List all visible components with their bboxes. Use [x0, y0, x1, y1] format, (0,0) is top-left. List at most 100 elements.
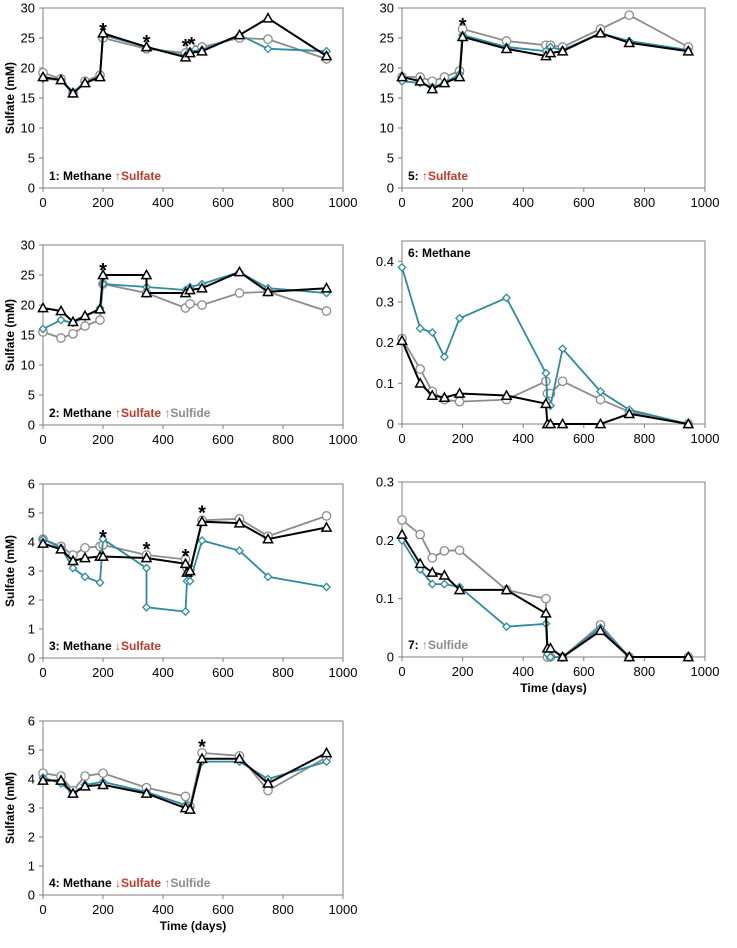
data-point-gray — [80, 542, 90, 553]
data-point-black — [140, 40, 153, 52]
data-point-black — [79, 309, 91, 321]
y-axis-label: Sulfate (mM) — [3, 772, 17, 844]
data-point-black — [438, 391, 451, 402]
y-tick-label: 15 — [21, 328, 35, 343]
data-point-black — [500, 389, 513, 400]
x-tick-label: 1000 — [329, 195, 358, 210]
panel-title-part: ↓Sulfate — [115, 876, 164, 890]
significance-star: * — [99, 20, 107, 42]
x-tick-label: 0 — [398, 431, 405, 446]
significance-star: * — [143, 539, 151, 561]
data-point-black — [682, 650, 695, 662]
data-point-gray — [397, 515, 407, 525]
x-tick-label: 800 — [272, 195, 294, 210]
data-point-black — [426, 389, 439, 400]
y-tick-label: 5 — [28, 506, 35, 521]
x-tick-label: 200 — [92, 902, 114, 917]
data-point-black — [594, 624, 607, 636]
x-tick-label: 400 — [512, 195, 534, 210]
data-point-black — [97, 550, 109, 561]
data-point-gray — [541, 593, 551, 604]
data-point-black — [426, 566, 439, 577]
y-tick-label: 30 — [380, 1, 394, 16]
data-point-black — [544, 417, 557, 429]
data-point-black — [320, 746, 333, 758]
data-point-black — [179, 557, 192, 569]
data-point-gray — [454, 396, 465, 407]
data-point-gray — [80, 321, 90, 331]
y-tick-label: 0.4 — [376, 254, 394, 269]
y-tick-label: 3 — [28, 801, 35, 816]
y-tick-label: 0.3 — [376, 295, 394, 310]
data-point-black — [682, 417, 695, 429]
data-point-teal — [95, 578, 105, 588]
y-tick-label: 5 — [387, 151, 394, 166]
data-point-black — [97, 268, 109, 280]
panel-title-part: 4: Methane — [49, 876, 115, 890]
panel-title-part: ↑Sulfate — [115, 169, 161, 183]
y-tick-label: 2 — [28, 830, 35, 845]
data-point-black — [79, 551, 91, 563]
panel-title-part: 7: — [408, 638, 422, 652]
x-tick-label: 600 — [573, 431, 595, 446]
y-tick-label: 0.1 — [376, 591, 394, 606]
y-tick-label: 0 — [387, 417, 394, 432]
y-tick-label: 1 — [28, 859, 35, 874]
data-point-black — [438, 76, 451, 88]
data-point-black — [556, 45, 569, 56]
data-point-gray — [234, 288, 245, 298]
x-axis-label: Time (days) — [520, 681, 586, 695]
y-tick-label: 10 — [21, 358, 35, 373]
panel-title: 2: Methane ↑Sulfate ↑Sulfide — [49, 406, 211, 420]
data-point-black — [67, 315, 79, 327]
data-point-black — [414, 377, 427, 388]
data-point-teal — [595, 386, 605, 396]
data-point-teal — [56, 315, 66, 325]
x-tick-label: 200 — [92, 432, 114, 447]
x-tick-label: 600 — [573, 664, 595, 679]
series-black — [37, 265, 333, 327]
x-tick-label: 600 — [212, 665, 234, 680]
x-tick-label: 1000 — [691, 664, 720, 679]
x-tick-label: 800 — [272, 665, 294, 680]
y-tick-label: 0.2 — [376, 335, 394, 350]
x-tick-label: 1000 — [329, 902, 358, 917]
y-tick-label: 4 — [28, 535, 35, 550]
data-point-black — [453, 70, 466, 82]
data-point-gray — [321, 511, 332, 521]
x-tick-label: 0 — [398, 664, 405, 679]
data-point-black — [540, 607, 552, 618]
panel-title-part: 2: Methane — [49, 406, 115, 420]
y-tick-label: 6 — [28, 714, 35, 729]
significance-star: * — [99, 260, 107, 282]
data-point-teal — [185, 576, 195, 586]
data-point-gray — [68, 328, 78, 339]
x-tick-label: 1000 — [691, 431, 720, 446]
data-point-black — [594, 417, 607, 429]
chart-p7: 0 0.1 0.2 0.3 0 200 400 600 800 1000 Time (days) 7:… — [376, 475, 720, 696]
data-point-black — [79, 780, 91, 791]
panel-title-part: 3: Methane — [49, 639, 115, 653]
x-tick-label: 200 — [452, 664, 474, 679]
panel-title-part: ↑Sulfate — [115, 406, 164, 420]
data-point-teal — [541, 368, 551, 378]
significance-star: * — [143, 32, 151, 54]
data-point-teal — [234, 546, 245, 556]
chart-p3: 0 1 2 3 4 5 6 0 200 400 600 800 1000 Sulfate (mM) * * * *… — [3, 477, 357, 681]
data-point-gray — [454, 545, 465, 556]
x-tick-label: 800 — [634, 195, 656, 210]
x-tick-label: 1000 — [329, 665, 358, 680]
data-point-black — [184, 803, 196, 814]
data-point-black — [37, 70, 49, 82]
x-tick-label: 400 — [512, 664, 534, 679]
data-point-gray — [624, 10, 635, 21]
y-axis-label: Sulfate (mM) — [3, 62, 17, 134]
x-tick-label: 200 — [92, 665, 114, 680]
data-point-black — [500, 42, 513, 54]
data-point-black — [94, 70, 106, 82]
x-tick-label: 600 — [212, 432, 234, 447]
data-point-black — [414, 557, 427, 569]
data-point-black — [140, 268, 153, 280]
data-point-black — [184, 46, 196, 58]
